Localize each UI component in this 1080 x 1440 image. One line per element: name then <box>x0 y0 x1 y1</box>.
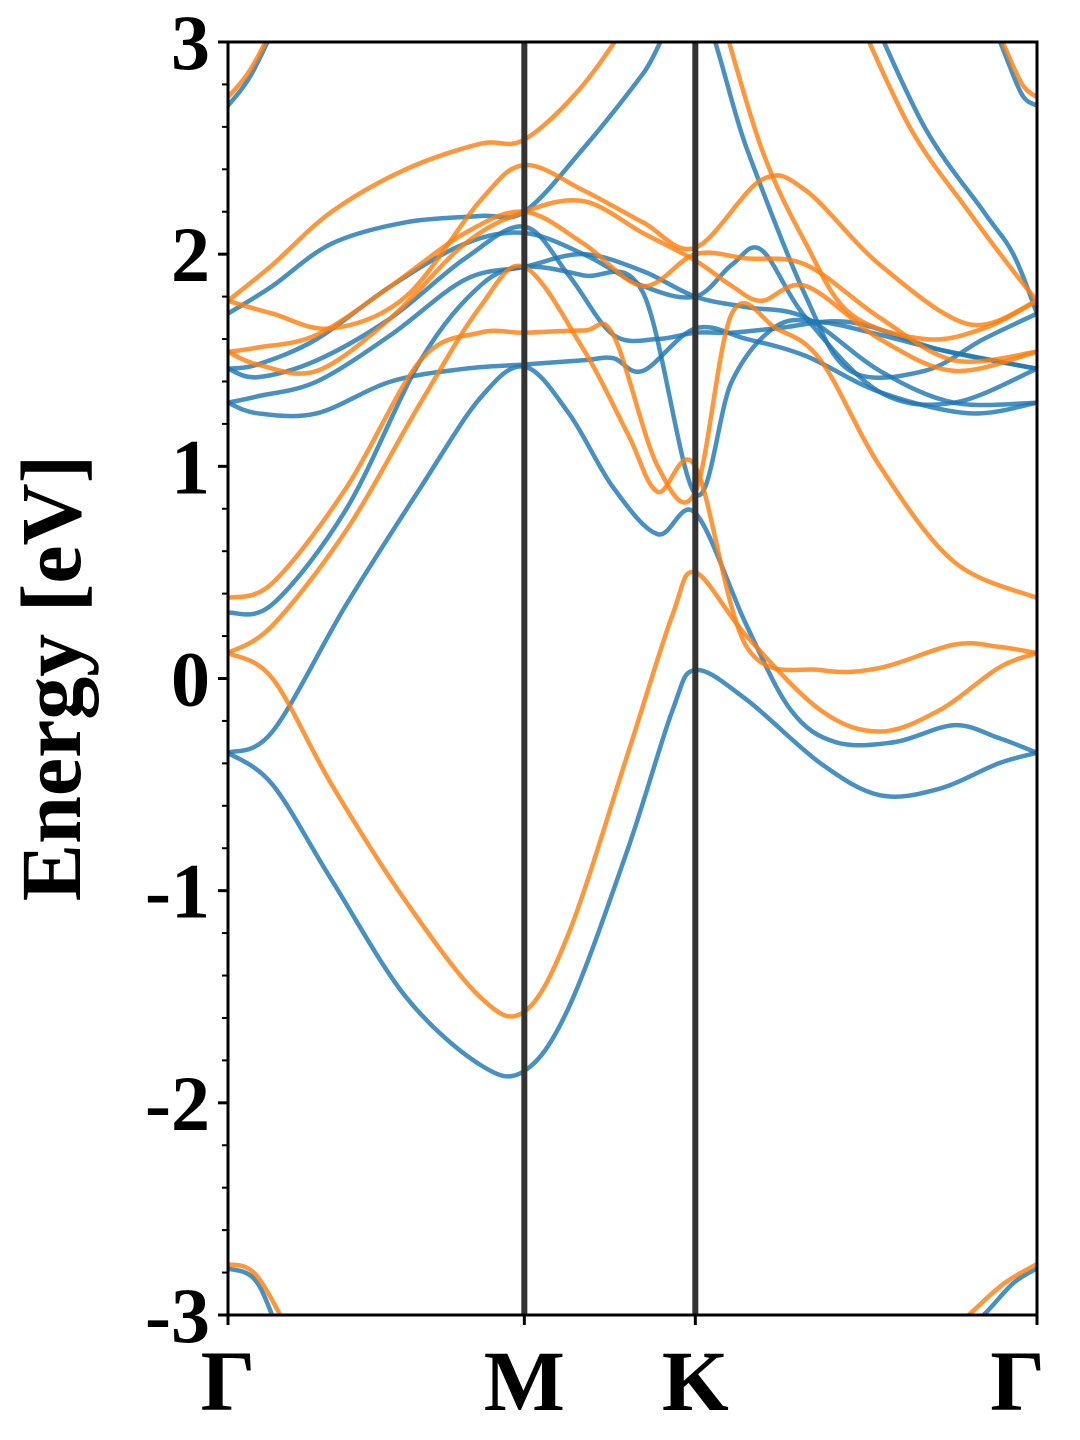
band-line-20 <box>228 42 618 304</box>
band-lines <box>228 42 1037 1315</box>
high-symmetry-lines <box>521 42 699 1315</box>
x-tick-label-M: M <box>484 1333 565 1429</box>
x-tick-label-K: K <box>662 1333 729 1429</box>
band-line-14 <box>228 569 1037 1019</box>
y-tick-label: -1 <box>145 848 210 935</box>
band-line-3 <box>228 264 1037 617</box>
band-line-2 <box>228 364 1037 756</box>
band-line-22 <box>228 42 269 100</box>
y-tick-label: 3 <box>171 0 210 86</box>
x-tick-label-Γ: Γ <box>990 1333 1045 1429</box>
y-tick-label: 2 <box>171 211 210 298</box>
band-line-26 <box>965 1261 1037 1315</box>
band-line-12 <box>228 1266 275 1315</box>
band-line-13 <box>980 1266 1037 1315</box>
band-line-19 <box>228 162 1037 332</box>
band-line-8 <box>228 42 1037 380</box>
band-line-7 <box>228 230 1037 408</box>
band-line-5 <box>228 251 1037 408</box>
y-axis-ticks: -3 -2 -1 0 1 2 3 <box>145 0 228 1359</box>
band-line-11 <box>997 42 1037 108</box>
plot-frame <box>226 40 1039 1317</box>
band-line-1 <box>228 667 1037 1079</box>
band-line-23 <box>866 42 1037 304</box>
y-axis-title: Energy [eV] <box>3 455 99 902</box>
y-tick-label: -3 <box>145 1272 210 1359</box>
y-tick-label: 1 <box>171 423 210 510</box>
band-line-10 <box>881 42 1037 316</box>
band-line-21 <box>726 42 1037 342</box>
band-line-16 <box>228 301 1037 601</box>
band-line-25 <box>228 1261 283 1315</box>
band-line-17 <box>228 198 1037 376</box>
y-tick-label: -2 <box>145 1060 210 1147</box>
band-line-24 <box>1000 42 1037 100</box>
y-tick-label: 0 <box>171 636 210 723</box>
x-tick-label-Γ: Γ <box>201 1333 256 1429</box>
band-line-9 <box>228 42 271 108</box>
band-line-15 <box>228 263 1037 675</box>
band-line-18 <box>228 209 1037 364</box>
